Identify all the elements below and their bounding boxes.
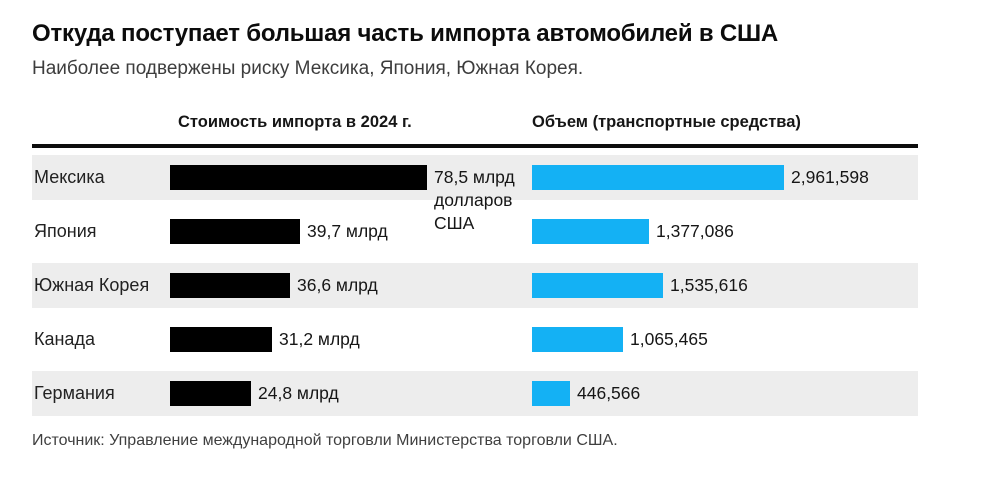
column-header-year: 2024 г. <box>360 112 412 131</box>
import-value-bar <box>170 218 300 244</box>
volume-bar <box>532 218 649 244</box>
import-value-label: 31,2 млрд <box>279 328 360 349</box>
column-header-import-value-text: Стоимость импорта в <box>178 112 361 131</box>
table-row: Южная Корея 36,6 млрд 1,535,616 <box>32 262 918 308</box>
country-label: Южная Корея <box>34 274 150 295</box>
table-row: Канада 31,2 млрд 1,065,465 <box>32 317 918 362</box>
table-row: Германия 24,8 млрд 446,566 <box>32 370 918 416</box>
import-value-label: 39,7 млрд <box>307 220 388 241</box>
volume-bar <box>532 164 784 190</box>
volume-label: 446,566 <box>577 382 641 403</box>
country-label: Мексика <box>34 166 105 187</box>
column-header-volume: Объем (транспортные средства) <box>532 112 801 131</box>
country-label: Канада <box>34 328 95 349</box>
column-headers: Стоимость импорта в 2024 г. Объем (транс… <box>32 80 918 144</box>
column-header-import-value: Стоимость импорта в 2024 г. <box>178 113 412 132</box>
country-label: Япония <box>34 220 97 241</box>
import-value-label: 78,5 млрд долларов США <box>434 166 515 233</box>
import-value-bar <box>170 380 251 406</box>
source-note: Источник: Управление международной торго… <box>32 431 618 449</box>
country-label: Германия <box>34 382 115 403</box>
table-row: Мексика 78,5 млрд долларов США 2,961,598 <box>32 154 918 233</box>
volume-label: 2,961,598 <box>791 166 869 187</box>
table-row: Япония 39,7 млрд 1,377,086 <box>32 209 918 254</box>
volume-bar <box>532 272 663 298</box>
volume-bar <box>532 380 570 406</box>
volume-label: 1,535,616 <box>670 274 748 295</box>
chart-title: Откуда поступает большая часть импорта а… <box>32 20 779 47</box>
import-value-label: 36,6 млрд <box>297 274 378 295</box>
chart-subtitle: Наиболее подвержены риску Мексика, Япони… <box>32 57 584 79</box>
chart-rows: Мексика 78,5 млрд долларов США 2,961,598… <box>32 154 918 416</box>
volume-bar <box>532 326 623 352</box>
import-value-bar <box>170 272 290 298</box>
import-value-label: 24,8 млрд <box>258 382 339 403</box>
volume-label: 1,377,086 <box>656 220 734 241</box>
header-divider-line <box>32 143 918 148</box>
import-value-bar <box>170 326 272 352</box>
import-value-bar <box>170 164 427 190</box>
volume-label: 1,065,465 <box>630 328 708 349</box>
